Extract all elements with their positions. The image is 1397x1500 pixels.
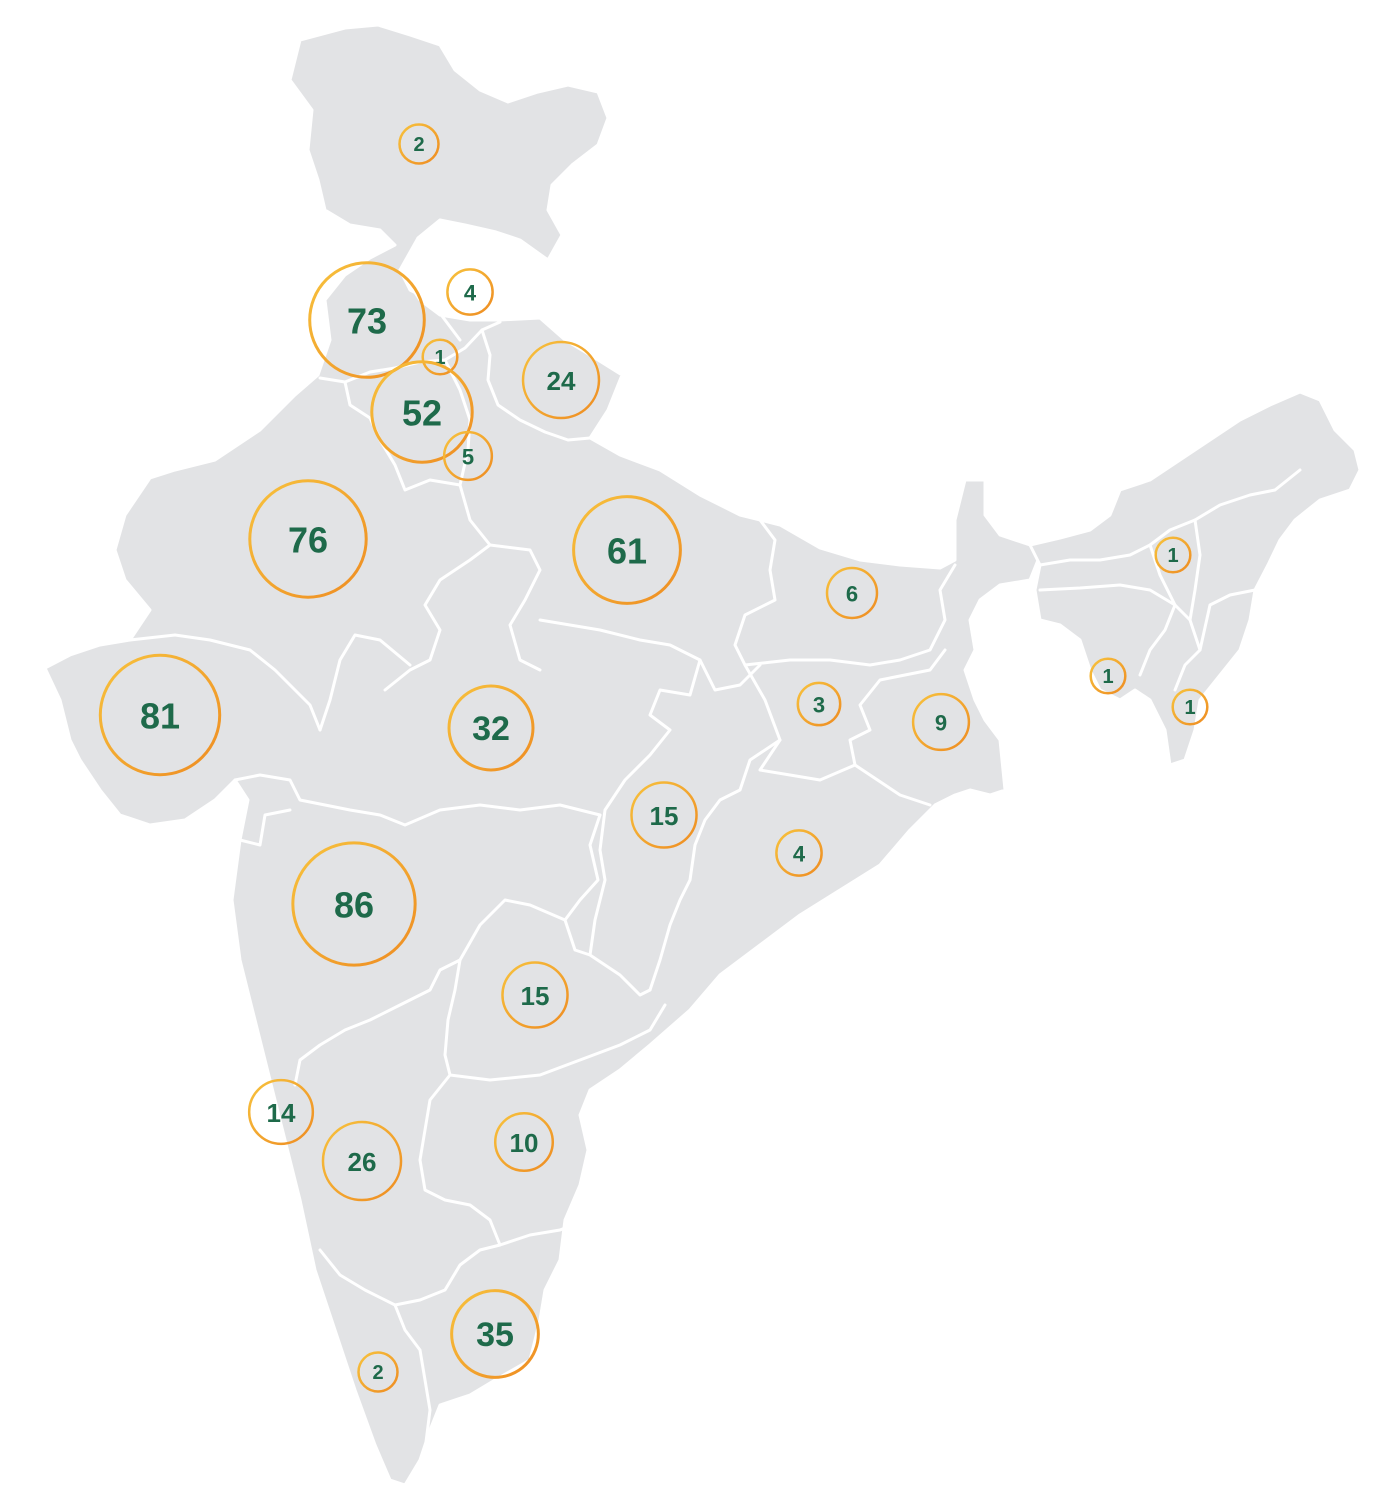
marker-value: 73 [347,301,387,342]
marker-kerala: 2 [357,1351,399,1393]
marker-ring [501,961,569,1029]
marker-haryana: 52 [370,360,474,464]
marker-chandigarh: 1 [421,338,459,376]
marker-ring [370,360,474,464]
marker-value: 10 [510,1128,539,1158]
marker-ring [796,681,842,727]
marker-ring [291,841,417,967]
marker-ring [493,1111,555,1173]
marker-value: 32 [472,710,510,748]
marker-uttar-pradesh: 61 [572,495,682,605]
marker-value: 6 [846,582,858,607]
marker-value: 4 [793,842,806,867]
marker-ring [357,1351,399,1393]
marker-goa: 14 [247,1078,315,1146]
marker-value: 15 [650,801,679,831]
marker-rajasthan: 76 [248,479,368,599]
marker-delhi: 5 [442,430,494,482]
marker-karnataka: 26 [321,1120,403,1202]
marker-value: 4 [464,281,477,306]
marker-value: 1 [1167,545,1178,567]
marker-gujarat: 81 [98,653,222,777]
marker-ring [442,430,494,482]
marker-ring [775,829,823,877]
marker-value: 15 [521,981,550,1011]
marker-west-bengal: 9 [911,692,971,752]
marker-ring [630,781,698,849]
marker-ring [247,1078,315,1146]
marker-ring [450,1289,540,1379]
marker-mizoram: 1 [1171,688,1209,726]
marker-odisha: 4 [775,829,823,877]
marker-value: 81 [140,696,180,737]
marker-value: 24 [547,366,576,396]
northeast-india-shape [1028,390,1362,767]
marker-ring [1089,657,1127,695]
marker-value: 1 [1184,697,1195,719]
marker-value: 61 [607,531,647,572]
marker-ring [321,1120,403,1202]
marker-ring [421,338,459,376]
marker-maharashtra: 86 [291,841,417,967]
marker-value: 1 [1102,666,1113,688]
marker-chhattisgarh: 15 [630,781,698,849]
marker-ring [521,340,601,420]
marker-andhra-pradesh: 10 [493,1111,555,1173]
marker-ring [1154,536,1192,574]
marker-value: 35 [476,1316,514,1354]
marker-ring [1171,688,1209,726]
marker-jharkhand: 3 [796,681,842,727]
marker-tamil-nadu: 35 [450,1289,540,1379]
marker-ring [825,566,879,620]
marker-value: 3 [813,693,825,718]
marker-value: 76 [288,520,328,561]
marker-ring [398,123,440,165]
marker-assam: 1 [1154,536,1192,574]
marker-ring [308,261,426,379]
marker-jammu-kashmir: 2 [398,123,440,165]
mainland-india-shape [43,23,1042,1487]
marker-himachal-pradesh: 4 [446,268,494,316]
marker-bihar: 6 [825,566,879,620]
marker-ring [446,268,494,316]
marker-value: 5 [462,445,474,470]
marker-ring [248,479,368,599]
marker-meghalaya: 1 [1089,657,1127,695]
marker-telangana: 15 [501,961,569,1029]
marker-value: 52 [402,393,442,434]
marker-value: 1 [434,347,445,369]
marker-ring [911,692,971,752]
marker-value: 26 [348,1147,377,1177]
marker-ring [572,495,682,605]
marker-value: 2 [372,1362,383,1384]
marker-value: 9 [935,711,947,736]
marker-value: 86 [334,885,374,926]
marker-madhya-pradesh: 32 [447,684,535,772]
marker-ring [447,684,535,772]
marker-value: 14 [267,1098,296,1128]
marker-punjab: 73 [308,261,426,379]
state-borders [128,218,1302,1482]
marker-uttarakhand: 24 [521,340,601,420]
marker-ring [98,653,222,777]
marker-value: 2 [413,134,424,156]
